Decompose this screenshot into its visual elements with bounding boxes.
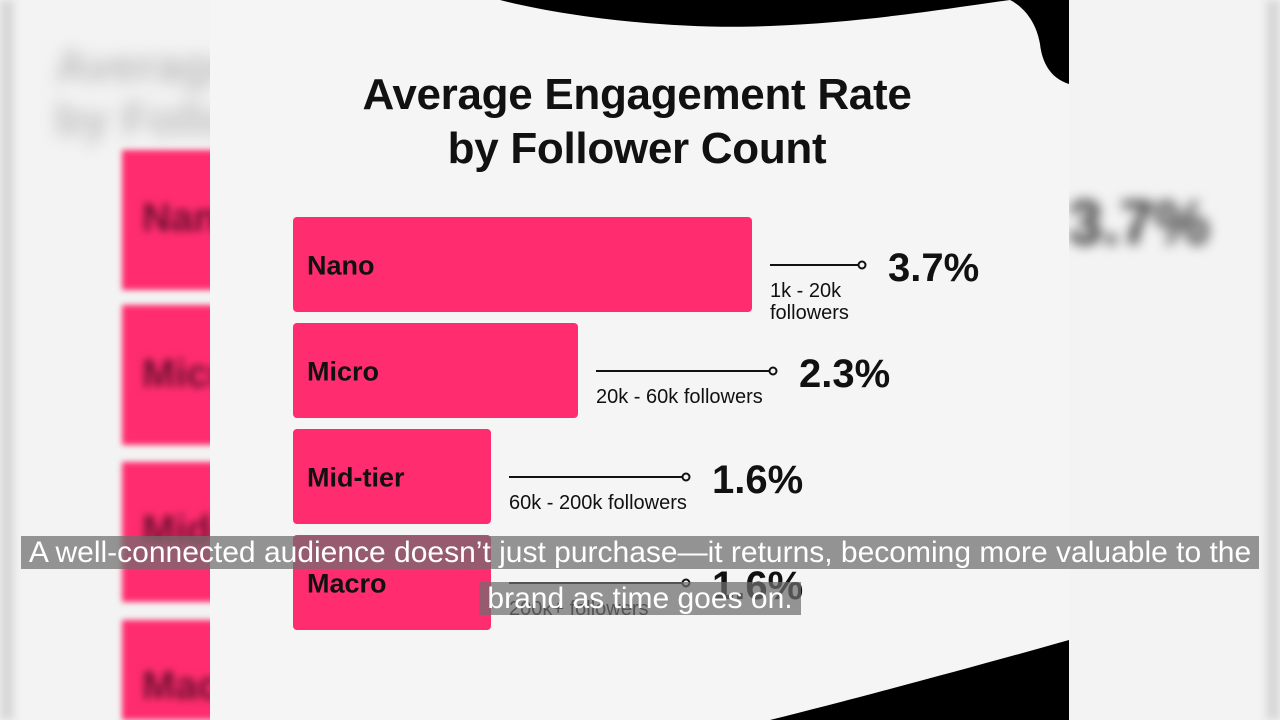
bar-nano [293,217,752,312]
bar-label-nano: Nano [307,251,375,281]
bar-label-mid-tier: Mid-tier [307,463,405,493]
background-left-edge [0,0,14,720]
chart-title-line-2: by Follower Count [447,124,827,173]
follower-range-micro: 20k - 60k followers [596,386,763,408]
chart-title-line-1: Average Engagement Rate [362,70,912,119]
chart-title: Average Engagement Rate by Follower Coun… [280,68,994,176]
connector-dot-micro [768,366,778,376]
video-caption: A well-connected audience doesn’t just p… [0,530,1280,622]
bar-label-macro: Macro [307,569,387,599]
bar-label-micro: Micro [307,357,379,387]
caption-text: A well-connected audience doesn’t just p… [20,536,1260,615]
bar-micro [293,323,578,418]
connector-dot-mid-tier [681,472,691,482]
connector-dot-nano [857,260,867,270]
decorative-black-waves [500,0,1069,720]
background-right-edge [1266,0,1280,720]
background-value-ghost: 3.7% [1068,189,1210,258]
bar-mid-tier [293,429,491,524]
follower-range-nano-line-1: 1k - 20k [770,280,842,302]
follower-range-mid-tier: 60k - 200k followers [509,492,687,514]
value-label-nano: 3.7% [888,246,979,290]
follower-range-nano-line-2: followers [770,302,849,324]
value-label-mid-tier: 1.6% [712,458,803,502]
value-label-micro: 2.3% [799,352,890,396]
